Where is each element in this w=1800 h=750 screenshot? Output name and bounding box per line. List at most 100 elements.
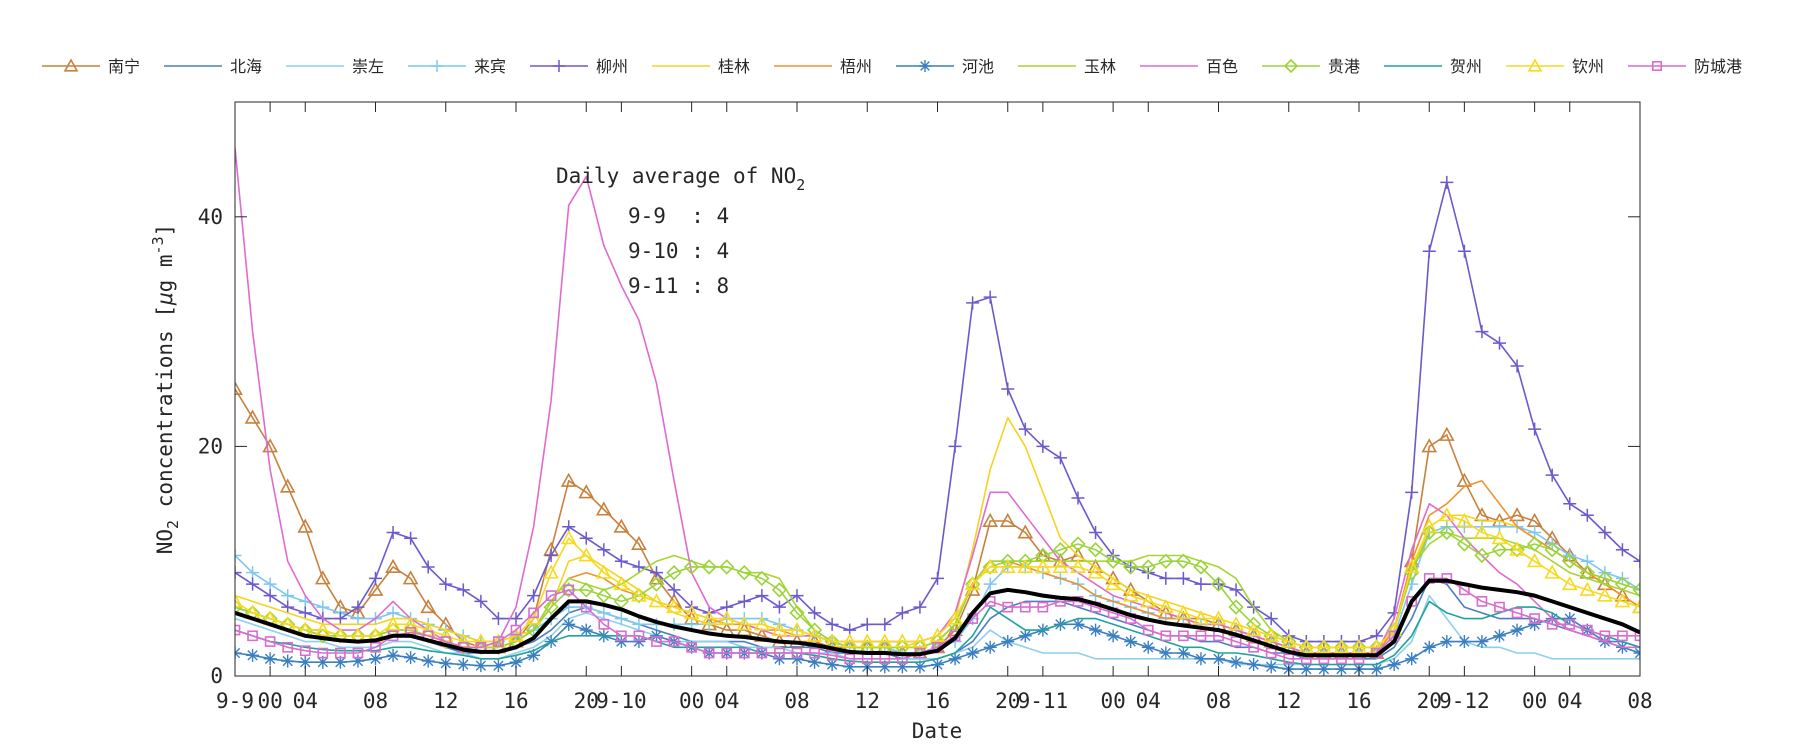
- data-point: [614, 635, 628, 649]
- data-point: [235, 566, 242, 580]
- data-point: [1597, 587, 1613, 602]
- data-point: [1105, 553, 1121, 569]
- data-point: [614, 612, 628, 626]
- data-point: [772, 652, 786, 666]
- x-tick-label: 00: [257, 689, 282, 713]
- data-point: [878, 617, 892, 631]
- y-axis-label: NO2 concentrations [μg m-3]: [149, 224, 182, 555]
- data-point: [1509, 541, 1525, 556]
- data-point: [999, 558, 1016, 573]
- data-point: [1441, 573, 1453, 584]
- data-point: [1421, 518, 1438, 533]
- data-point: [701, 610, 718, 625]
- data-point: [1124, 635, 1138, 649]
- data-point: [385, 616, 401, 631]
- data-point: [317, 647, 329, 659]
- data-point: [668, 636, 680, 647]
- data-point: [808, 655, 822, 669]
- data-point: [456, 658, 470, 672]
- data-point: [1195, 630, 1207, 642]
- data-point: [1493, 336, 1506, 350]
- x-tick-label: 16: [925, 689, 950, 713]
- data-point: [947, 610, 963, 625]
- data-point: [527, 648, 541, 662]
- data-point: [1106, 629, 1120, 643]
- data-point: [299, 645, 311, 657]
- data-point: [1614, 576, 1631, 592]
- data-point: [563, 584, 575, 596]
- data-point: [1140, 593, 1157, 608]
- data-point: [1334, 662, 1348, 676]
- data-point: [756, 647, 768, 659]
- data-point: [789, 605, 805, 621]
- data-point: [825, 617, 839, 631]
- series-line: [235, 578, 1640, 658]
- data-point: [1280, 633, 1297, 648]
- legend-item: 柳州: [530, 57, 628, 76]
- data-point: [913, 600, 927, 614]
- x-tick-label: 20: [995, 689, 1020, 713]
- x-tick-label: 12: [433, 689, 458, 713]
- data-point: [1265, 647, 1277, 659]
- data-point: [1140, 559, 1156, 575]
- data-point: [1526, 536, 1543, 552]
- data-point: [1142, 624, 1154, 636]
- x-tick-label: 9-9: [216, 689, 254, 713]
- data-point: [491, 659, 505, 673]
- data-point: [1529, 613, 1540, 624]
- data-point: [1228, 599, 1244, 615]
- data-point: [367, 581, 384, 596]
- data-point: [263, 589, 277, 603]
- data-point: [1476, 596, 1488, 607]
- data-point: [755, 589, 769, 603]
- legend-marker: [431, 60, 443, 72]
- data-point: [544, 548, 558, 562]
- data-point: [648, 593, 665, 608]
- data-point: [282, 641, 294, 653]
- data-point: [1212, 652, 1225, 666]
- data-point: [1563, 612, 1577, 626]
- data-point: [1001, 382, 1015, 396]
- data-point: [1562, 553, 1578, 569]
- data-point: [439, 656, 453, 670]
- data-point: [841, 633, 858, 648]
- data-point: [1159, 571, 1173, 585]
- data-point: [1175, 604, 1192, 619]
- data-point: [719, 559, 735, 575]
- legend-item: 来宾: [408, 57, 506, 76]
- data-point: [1264, 612, 1278, 626]
- data-point: [1141, 640, 1155, 654]
- x-tick-label: 16: [503, 689, 528, 713]
- data-point: [772, 600, 786, 614]
- annotation-line: 9-9 : 4: [628, 204, 729, 228]
- data-point: [964, 576, 981, 592]
- data-point: [1264, 660, 1278, 674]
- data-point: [1405, 485, 1419, 499]
- data-point: [1475, 635, 1489, 649]
- legend-marker: [553, 60, 565, 72]
- legend-label: 防城港: [1694, 57, 1742, 76]
- data-point: [1052, 542, 1069, 558]
- series-line: [235, 514, 1640, 649]
- data-point: [982, 558, 999, 573]
- legend-label: 来宾: [474, 57, 506, 76]
- series-average: [235, 578, 1640, 658]
- data-point: [878, 660, 892, 674]
- data-point: [509, 655, 523, 669]
- data-point: [595, 501, 612, 516]
- data-point: [421, 560, 435, 574]
- legend-item: 崇左: [286, 57, 384, 76]
- legend-marker: [1652, 60, 1663, 71]
- data-point: [948, 652, 962, 666]
- data-point: [1474, 547, 1490, 564]
- data-point: [1546, 618, 1558, 630]
- data-point: [1193, 559, 1209, 575]
- data-point: [578, 484, 595, 499]
- data-point: [560, 530, 577, 545]
- x-tick-label: 00: [679, 689, 704, 713]
- data-point: [771, 621, 788, 637]
- y-tick-label: 40: [198, 205, 223, 229]
- data-point: [1475, 325, 1489, 339]
- data-point: [895, 606, 909, 620]
- data-point: [1123, 559, 1139, 575]
